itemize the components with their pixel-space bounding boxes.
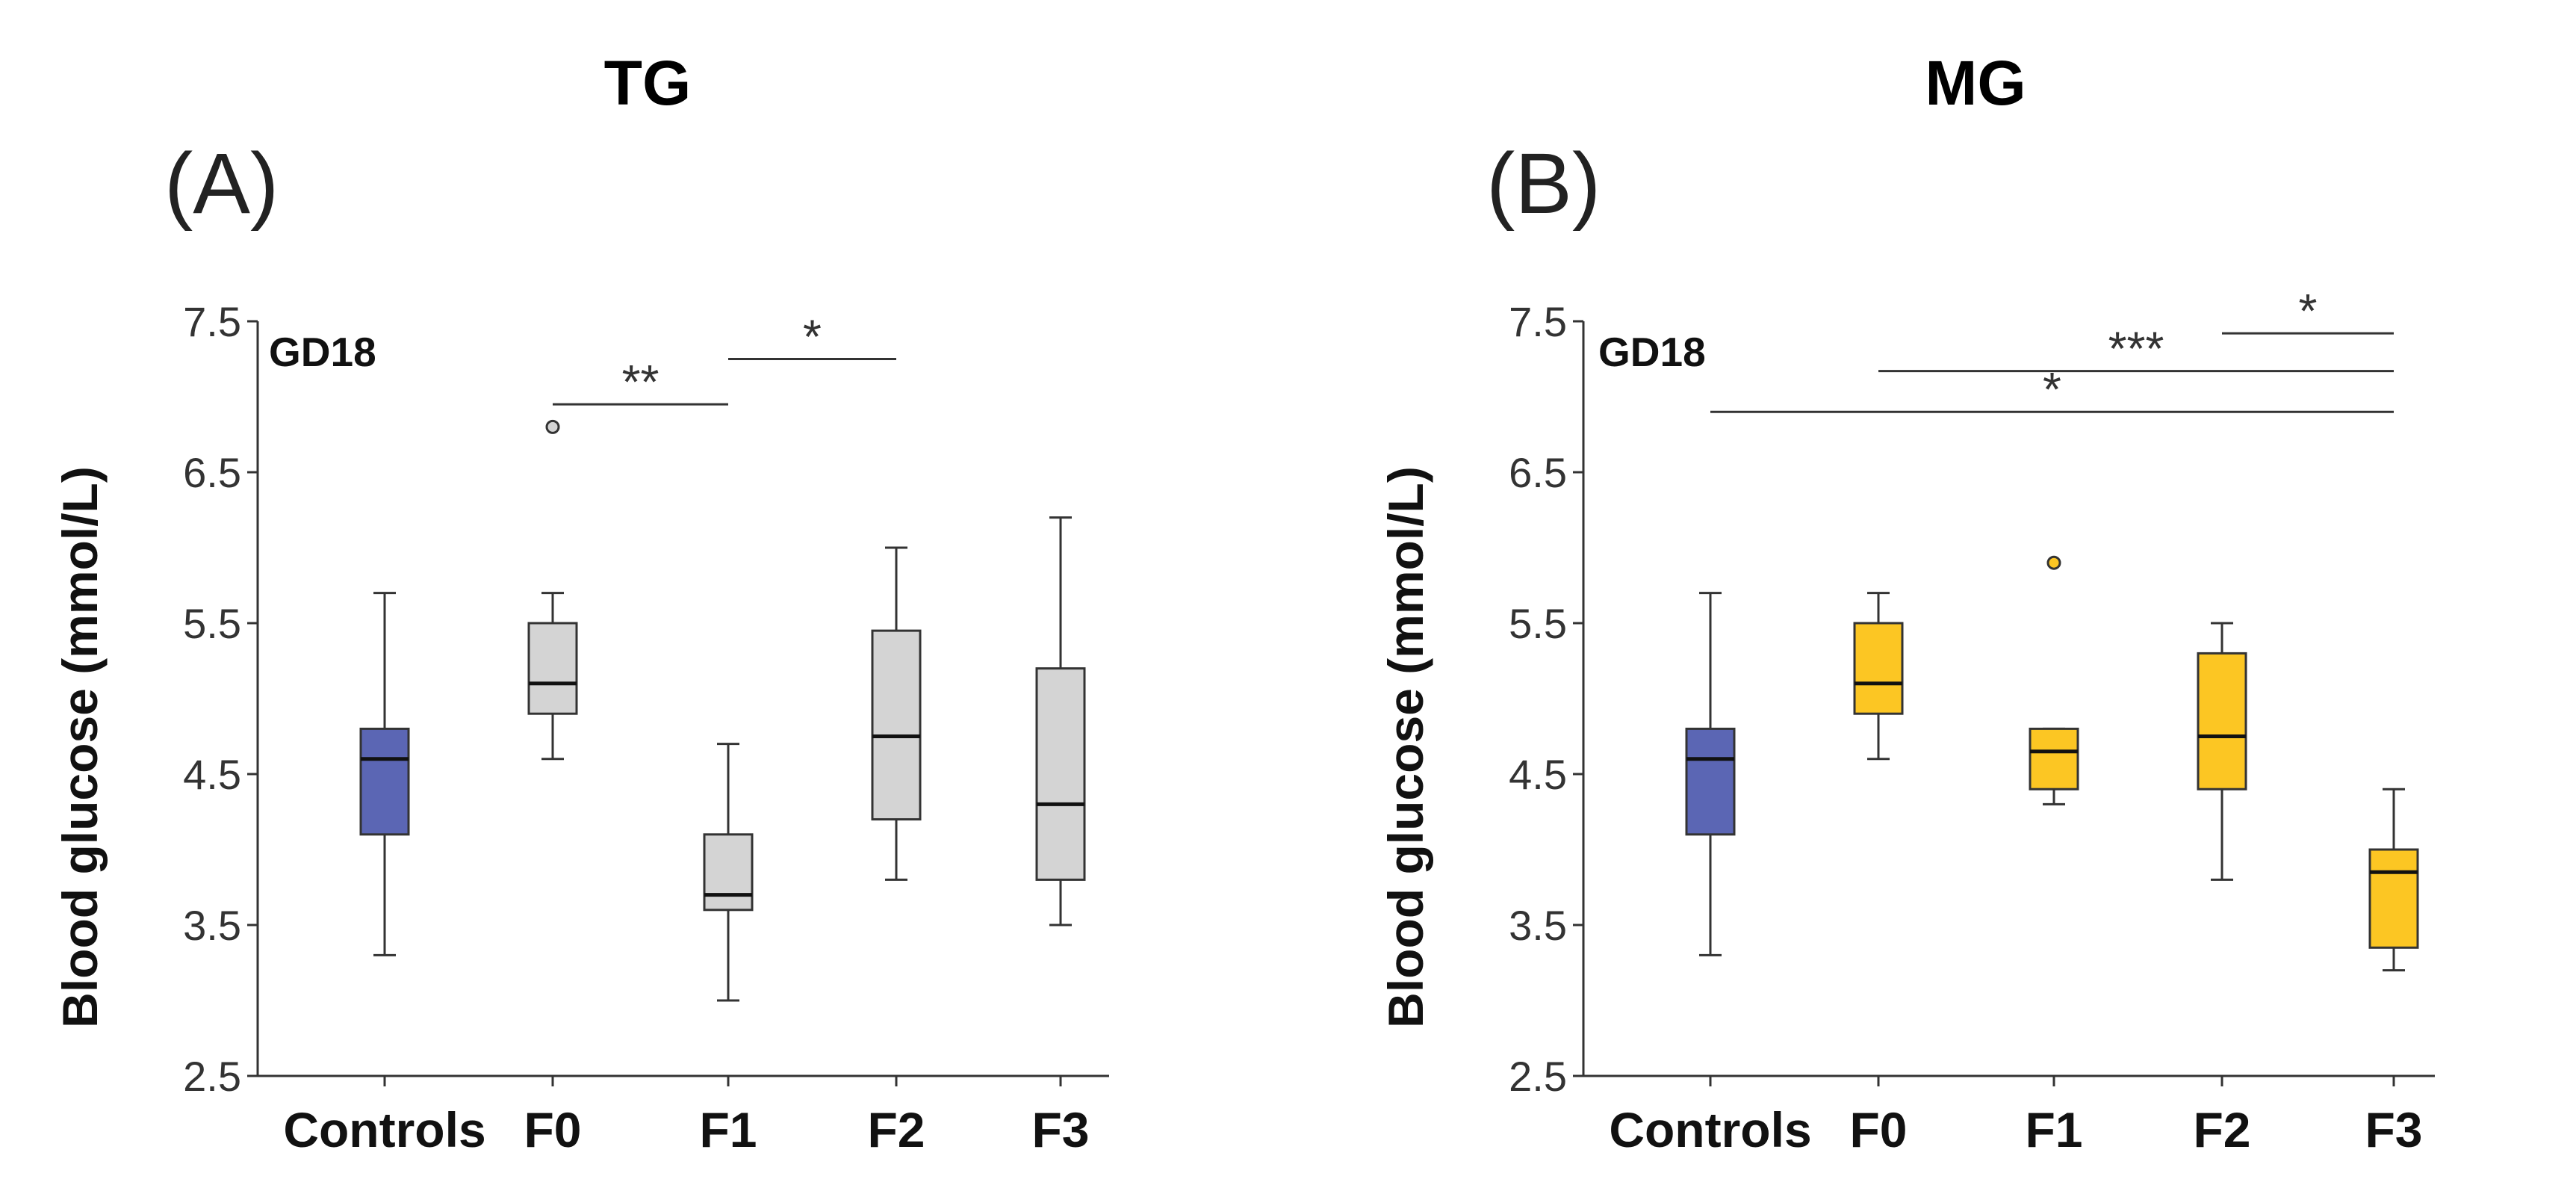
outlier-point — [2046, 555, 2061, 570]
y-tick-label: 2.5 — [183, 1053, 241, 1100]
x-tick-label: Controls — [283, 1102, 485, 1157]
panel-label: (A) — [164, 136, 279, 232]
x-tick-label: F2 — [867, 1102, 925, 1157]
significance-label: *** — [2108, 322, 2164, 376]
significance-bar: *** — [1878, 322, 2394, 376]
box-iqr — [1853, 622, 1904, 715]
y-tick-label: 4.5 — [183, 751, 241, 798]
y-tick-label: 5.5 — [1509, 600, 1567, 647]
x-tick-label: F2 — [2193, 1102, 2250, 1157]
box-f0 — [527, 419, 578, 761]
chart-title: TG — [604, 48, 692, 118]
significance-label: * — [2043, 362, 2061, 416]
y-axis-label: Blood glucose (mmol/L) — [1378, 466, 1433, 1028]
subtitle: GD18 — [1598, 329, 1706, 375]
box-f1 — [703, 743, 754, 1002]
y-tick-label: 3.5 — [183, 902, 241, 949]
box-f3 — [1035, 516, 1086, 926]
chart-title: MG — [1925, 48, 2026, 118]
significance-bar: * — [2222, 284, 2394, 338]
y-tick-label: 7.5 — [1509, 298, 1567, 345]
y-axis-label: Blood glucose (mmol/L) — [52, 466, 108, 1028]
significance-bar: * — [728, 310, 896, 364]
box-iqr — [2029, 727, 2079, 791]
y-tick-label: 3.5 — [1509, 902, 1567, 949]
box-controls — [1685, 592, 1736, 956]
box-iqr — [2368, 848, 2419, 949]
box-iqr — [2197, 652, 2247, 791]
box-iqr — [359, 727, 410, 836]
box-f2 — [871, 546, 922, 881]
significance-bar: * — [1710, 362, 2394, 416]
x-tick-label: F1 — [2025, 1102, 2082, 1157]
y-tick-label: 4.5 — [1509, 751, 1567, 798]
significance-label: * — [2299, 284, 2318, 338]
x-tick-label: F3 — [1031, 1102, 1089, 1157]
box-iqr — [527, 622, 578, 715]
panel-tg: TG (A) GD18 Blood glucose (mmol/L) 2.5 3.… — [52, 48, 1109, 1157]
box-iqr — [1035, 667, 1086, 881]
y-tick-label: 5.5 — [183, 600, 241, 647]
significance-label: ** — [622, 355, 659, 409]
x-tick-label: Controls — [1609, 1102, 1811, 1157]
x-tick-label: F0 — [524, 1102, 581, 1157]
box-controls — [359, 592, 410, 956]
x-tick-label: F0 — [1849, 1102, 1907, 1157]
panel-label: (B) — [1486, 136, 1601, 232]
box-f2 — [2197, 622, 2247, 881]
x-tick-label: F3 — [2365, 1102, 2422, 1157]
box-f1 — [2029, 555, 2079, 805]
x-tick-label: F1 — [699, 1102, 757, 1157]
box-iqr — [1685, 727, 1736, 836]
outlier-point — [545, 419, 560, 434]
significance-label: * — [803, 310, 822, 364]
y-tick-label: 2.5 — [1509, 1053, 1567, 1100]
y-tick-label: 7.5 — [183, 298, 241, 345]
subtitle: GD18 — [269, 329, 376, 375]
box-iqr — [871, 629, 922, 821]
box-f0 — [1853, 592, 1904, 761]
box-iqr — [703, 833, 754, 912]
box-f3 — [2368, 788, 2419, 972]
y-tick-label: 6.5 — [1509, 449, 1567, 496]
y-tick-label: 6.5 — [183, 449, 241, 496]
significance-bar: ** — [553, 355, 728, 409]
panel-mg: MG (B) GD18 Blood glucose (mmol/L) 2.5 3.… — [1378, 48, 2435, 1157]
